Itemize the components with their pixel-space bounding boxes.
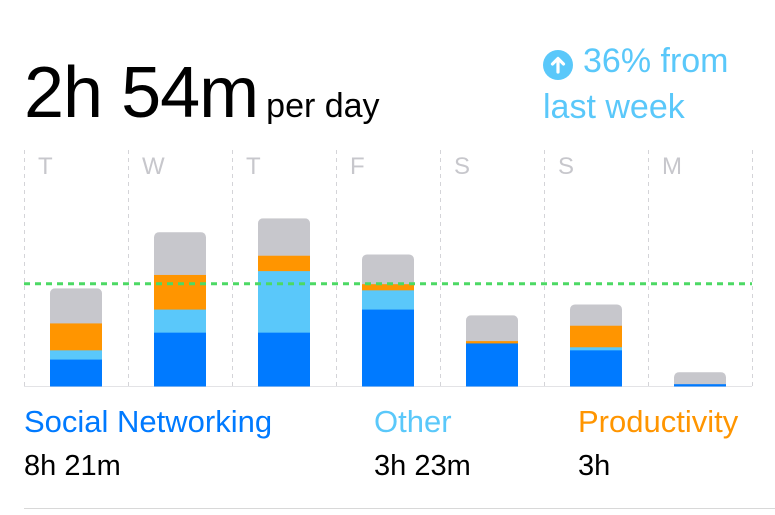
day-label: T bbox=[246, 153, 261, 180]
bar-segment bbox=[466, 340, 518, 344]
bar-segment bbox=[154, 332, 206, 387]
bar-segment bbox=[570, 304, 622, 326]
bar-segment bbox=[466, 342, 518, 387]
day-bar[interactable] bbox=[466, 315, 518, 387]
day-label: T bbox=[38, 153, 53, 180]
daily-average-value: 2h 54m bbox=[24, 53, 259, 133]
day-label: F bbox=[350, 153, 365, 180]
day-bar[interactable] bbox=[154, 232, 206, 387]
day-label: S bbox=[558, 153, 574, 180]
legend-value: 3h 23m bbox=[374, 450, 471, 482]
trend-compare-text: last week bbox=[543, 88, 685, 126]
bar-segment bbox=[570, 325, 622, 348]
arrow-up-circle-icon bbox=[543, 46, 573, 80]
day-bar[interactable] bbox=[570, 304, 622, 387]
daily-average-unit: per day bbox=[266, 87, 380, 125]
legend-label: Productivity bbox=[578, 404, 739, 439]
bar-segment bbox=[154, 309, 206, 333]
bar-segment bbox=[674, 383, 726, 387]
category-legend: Social Networking 8h 21m Other 3h 23m Pr… bbox=[0, 404, 775, 504]
trend-percent-text: 36% from bbox=[583, 42, 729, 80]
legend-item-social-networking[interactable]: Social Networking 8h 21m bbox=[24, 404, 272, 483]
bar-segment bbox=[466, 315, 518, 342]
bar-segment bbox=[50, 359, 102, 387]
day-bar[interactable] bbox=[258, 218, 310, 387]
weekly-trend: 36% from last week bbox=[543, 38, 729, 130]
bar-segment bbox=[50, 288, 102, 324]
day-label: S bbox=[454, 153, 470, 180]
bar-segment bbox=[50, 322, 102, 351]
day-label: W bbox=[142, 153, 165, 180]
daily-average: 2h 54m per day bbox=[24, 52, 380, 134]
bar-segment bbox=[50, 349, 102, 360]
bar-segment bbox=[570, 346, 622, 351]
legend-label: Other bbox=[374, 404, 452, 439]
day-bar[interactable] bbox=[674, 372, 726, 387]
bar-segment bbox=[154, 232, 206, 275]
bar-segment bbox=[362, 283, 414, 291]
bar-segment bbox=[362, 289, 414, 310]
divider bbox=[24, 508, 775, 509]
legend-item-other[interactable]: Other 3h 23m bbox=[374, 404, 471, 483]
bar-segment bbox=[258, 270, 310, 333]
legend-label: Social Networking bbox=[24, 404, 273, 439]
legend-value: 8h 21m bbox=[24, 450, 121, 482]
bar-segment bbox=[258, 218, 310, 256]
bar-segment bbox=[154, 274, 206, 310]
bar-segment bbox=[570, 349, 622, 387]
bar-segment bbox=[362, 309, 414, 387]
bar-segment bbox=[674, 372, 726, 385]
bar-segment bbox=[258, 332, 310, 387]
day-bar[interactable] bbox=[362, 254, 414, 387]
bar-segment bbox=[362, 254, 414, 285]
legend-value: 3h bbox=[578, 450, 611, 482]
day-bar[interactable] bbox=[50, 288, 102, 387]
legend-item-productivity[interactable]: Productivity 3h bbox=[578, 404, 738, 483]
day-label: M bbox=[662, 153, 682, 180]
bar-segment bbox=[258, 255, 310, 272]
summary-header: 2h 54m per day 36% from last week bbox=[0, 0, 775, 140]
